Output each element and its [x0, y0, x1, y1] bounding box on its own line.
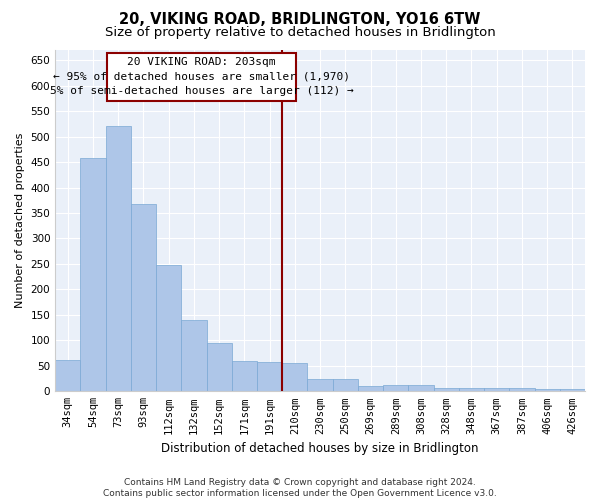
- Text: 20, VIKING ROAD, BRIDLINGTON, YO16 6TW: 20, VIKING ROAD, BRIDLINGTON, YO16 6TW: [119, 12, 481, 28]
- Bar: [232, 360, 257, 392]
- Bar: [358, 386, 383, 392]
- Bar: [156, 265, 181, 392]
- Text: ← 95% of detached houses are smaller (1,970): ← 95% of detached houses are smaller (1,…: [53, 72, 350, 82]
- Bar: [383, 385, 409, 392]
- Bar: [282, 364, 307, 392]
- Text: Size of property relative to detached houses in Bridlington: Size of property relative to detached ho…: [104, 26, 496, 39]
- Bar: [257, 362, 282, 392]
- Bar: [434, 388, 459, 392]
- Y-axis label: Number of detached properties: Number of detached properties: [15, 133, 25, 308]
- Bar: [484, 388, 509, 392]
- Bar: [206, 343, 232, 392]
- Bar: [307, 378, 332, 392]
- Bar: [459, 388, 484, 392]
- Text: Contains HM Land Registry data © Crown copyright and database right 2024.
Contai: Contains HM Land Registry data © Crown c…: [103, 478, 497, 498]
- Text: 5% of semi-detached houses are larger (112) →: 5% of semi-detached houses are larger (1…: [50, 86, 353, 96]
- Bar: [131, 204, 156, 392]
- Bar: [181, 320, 206, 392]
- Text: 20 VIKING ROAD: 203sqm: 20 VIKING ROAD: 203sqm: [127, 58, 276, 68]
- Bar: [560, 390, 585, 392]
- Bar: [332, 378, 358, 392]
- Bar: [107, 52, 296, 101]
- Bar: [106, 126, 131, 392]
- Bar: [409, 385, 434, 392]
- Bar: [80, 158, 106, 392]
- Bar: [55, 360, 80, 392]
- Bar: [509, 388, 535, 392]
- Bar: [535, 389, 560, 392]
- X-axis label: Distribution of detached houses by size in Bridlington: Distribution of detached houses by size …: [161, 442, 479, 455]
